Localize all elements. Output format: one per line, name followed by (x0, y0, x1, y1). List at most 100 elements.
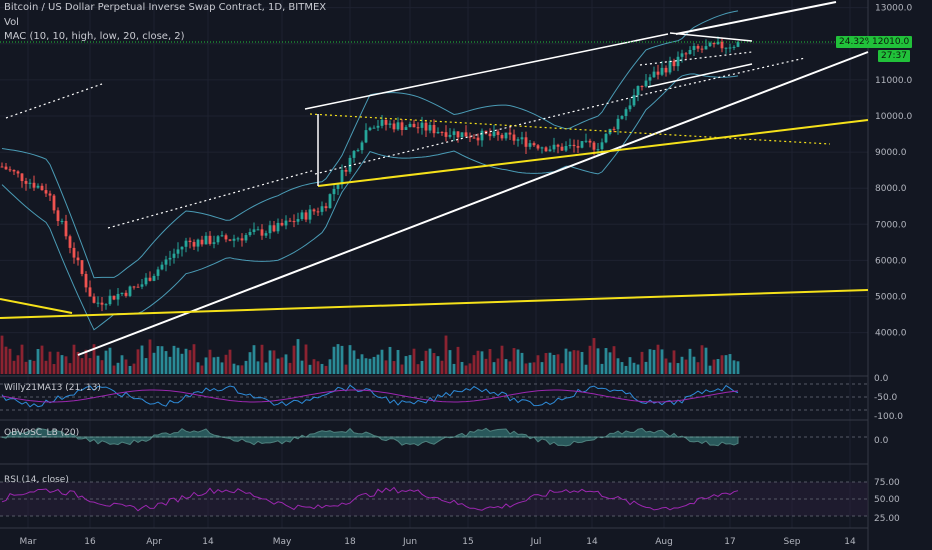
chart-grid (0, 0, 868, 528)
volume-bar (516, 349, 520, 374)
volume-bar (252, 345, 256, 374)
volume-bar (408, 355, 412, 374)
candle (348, 157, 352, 172)
candle (276, 222, 280, 232)
volume-bar (556, 354, 560, 374)
candle (184, 240, 188, 247)
volume-bar (664, 358, 668, 374)
volume-bar (272, 350, 276, 374)
candle (704, 46, 708, 50)
trend-line-dotted-1 (5, 83, 103, 119)
time-tick-label: May (273, 537, 292, 547)
candle (492, 131, 496, 137)
time-tick-label: 18 (344, 537, 356, 547)
volume-bar (504, 359, 508, 374)
candle (20, 173, 24, 182)
volume-bar (80, 358, 84, 374)
volume-bar (348, 345, 352, 374)
volume-bar (692, 356, 696, 374)
candle (384, 119, 388, 125)
candle (64, 220, 68, 237)
volume-bar (220, 362, 224, 374)
volume-bar (432, 353, 436, 374)
candle (616, 118, 620, 130)
candle (720, 41, 724, 49)
obv-pane-label: OBVOSC_LB (20) (4, 428, 79, 438)
volume-bar (416, 364, 420, 374)
volume-bar (528, 362, 532, 374)
candle (36, 185, 40, 188)
candle (312, 209, 316, 212)
volume-bar (336, 344, 340, 374)
volume-bar (44, 360, 48, 374)
volume-bars (0, 335, 740, 374)
candle (160, 264, 164, 270)
price-tick-label: 13000.0 (875, 4, 912, 14)
volume-bar (720, 355, 724, 374)
bollinger-bands (1, 10, 739, 331)
candle (300, 212, 304, 220)
candle (208, 235, 212, 244)
candle (92, 296, 96, 303)
candle (156, 269, 160, 276)
candle (40, 185, 44, 191)
volume-bar (508, 361, 512, 374)
volume-bar (16, 355, 20, 374)
candle (504, 132, 508, 139)
percent-change-badge: 24.32% (836, 36, 877, 48)
candle (672, 60, 676, 67)
volume-bar (712, 359, 716, 374)
volume-bar (284, 354, 288, 374)
candle (172, 253, 176, 258)
candle (204, 235, 208, 245)
candle (264, 233, 268, 236)
volume-legend: Vol (4, 17, 19, 28)
price-tick-label: 10000.0 (875, 112, 912, 122)
candle (212, 242, 216, 244)
candle (592, 142, 596, 150)
trend-lines[interactable] (0, 1, 869, 356)
candlesticks (0, 36, 740, 312)
volume-bar (568, 351, 572, 374)
volume-bar (368, 358, 372, 374)
candle (412, 123, 416, 128)
volume-bar (660, 349, 664, 374)
candle (240, 238, 244, 241)
candle (516, 139, 520, 141)
volume-bar (184, 348, 188, 374)
volume-bar (640, 351, 644, 374)
volume-bar (124, 359, 128, 374)
candle (664, 67, 668, 73)
candle (472, 137, 476, 139)
candle (200, 239, 204, 245)
volume-bar (428, 348, 432, 374)
candle (80, 260, 84, 274)
volume-bar (600, 363, 604, 374)
candle (696, 46, 700, 49)
volume-bar (76, 351, 80, 374)
volume-bar (716, 359, 720, 374)
volume-bar (100, 360, 104, 374)
candle (728, 47, 732, 49)
candle (116, 293, 120, 300)
volume-bar (364, 358, 368, 374)
volume-bar (484, 358, 488, 374)
time-tick-label: Apr (146, 537, 162, 547)
volume-bar (552, 354, 556, 374)
volume-bar (644, 361, 648, 374)
candle (324, 206, 328, 209)
volume-bar (340, 345, 344, 374)
volume-bar (112, 365, 116, 374)
rsi-oscillator (0, 481, 868, 517)
rsi-pane-label: RSI (14, close) (4, 475, 69, 485)
time-axis[interactable]: Mar 16 Apr 14 May 18 Jun 15 Jul 14 Aug 17 Sep 14 (20, 537, 856, 547)
time-tick-label: 17 (724, 537, 735, 547)
candle (580, 141, 584, 148)
candle (404, 127, 408, 130)
volume-bar (324, 365, 328, 374)
candle (656, 71, 660, 75)
candle (480, 130, 484, 141)
candle (456, 131, 460, 138)
volume-bar (396, 349, 400, 374)
